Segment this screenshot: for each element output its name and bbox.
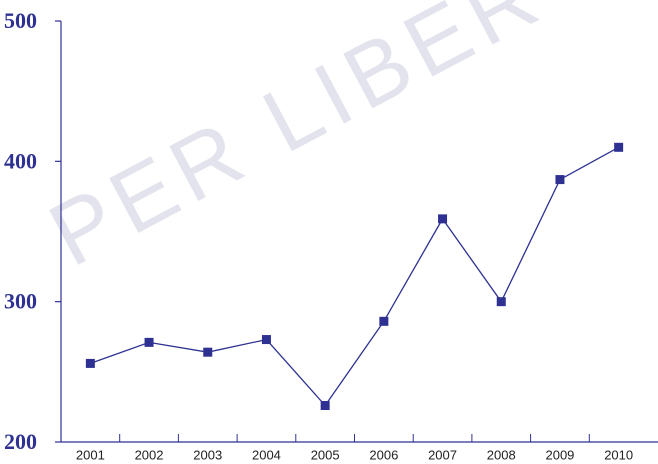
y-tick-label: 400 bbox=[4, 148, 37, 173]
marker bbox=[614, 143, 623, 152]
x-tick-label: 2001 bbox=[76, 447, 105, 462]
marker bbox=[321, 401, 330, 410]
marker bbox=[379, 317, 388, 326]
x-tick-label: 2007 bbox=[428, 447, 457, 462]
chart: PER LIBER 200 300 400 500 2001 2002 2003 2004 20… bbox=[0, 0, 658, 464]
y-tick-label: 500 bbox=[4, 8, 37, 33]
y-tick-label: 200 bbox=[4, 429, 37, 454]
x-tick-label: 2009 bbox=[545, 447, 574, 462]
marker bbox=[262, 335, 271, 344]
marker bbox=[555, 175, 564, 184]
x-tick-label: 2002 bbox=[135, 447, 164, 462]
marker bbox=[438, 214, 447, 223]
x-tick-label: 2003 bbox=[193, 447, 222, 462]
marker bbox=[497, 297, 506, 306]
x-tick-label: 2004 bbox=[252, 447, 281, 462]
x-tick-label: 2010 bbox=[604, 447, 633, 462]
watermark: PER LIBER bbox=[34, 0, 560, 286]
marker bbox=[86, 359, 95, 368]
x-tick-label: 2008 bbox=[487, 447, 516, 462]
y-tick-label: 300 bbox=[4, 289, 37, 314]
marker bbox=[203, 348, 212, 357]
marker bbox=[145, 338, 154, 347]
x-tick-label: 2006 bbox=[369, 447, 398, 462]
x-tick-label: 2005 bbox=[311, 447, 340, 462]
